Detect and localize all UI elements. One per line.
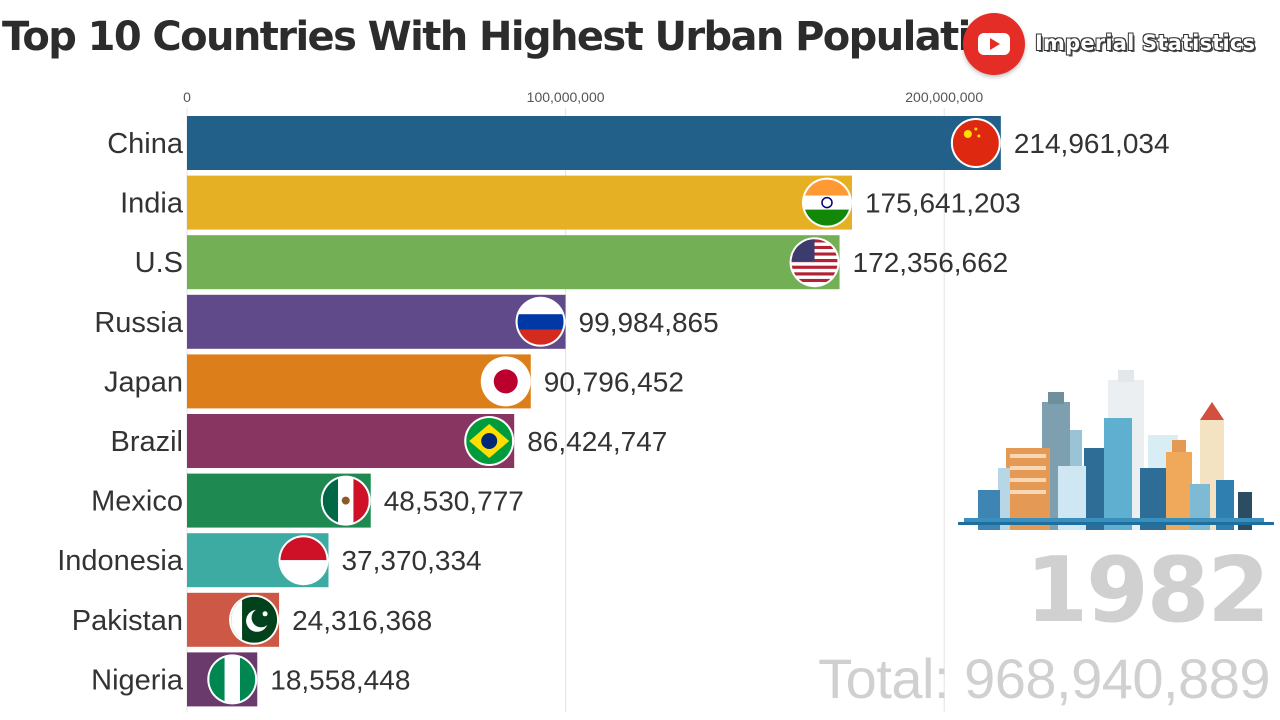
value-label: 18,558,448 xyxy=(270,664,410,695)
bar-russia xyxy=(187,294,566,349)
value-label: 90,796,452 xyxy=(544,366,684,397)
mexico-flag-icon xyxy=(320,475,371,526)
x-tick-label: 0 xyxy=(183,89,191,105)
value-label: 37,370,334 xyxy=(341,545,481,576)
china-flag-icon xyxy=(950,118,1001,168)
total-label: Total: 968,940,889 xyxy=(818,647,1270,710)
value-label: 24,316,368 xyxy=(292,605,432,636)
value-label: 175,641,203 xyxy=(865,188,1021,219)
india-flag-icon xyxy=(801,177,852,228)
usa-flag-icon xyxy=(789,237,840,288)
category-label: Brazil xyxy=(110,426,183,458)
category-label: Indonesia xyxy=(57,545,184,577)
value-label: 48,530,777 xyxy=(384,486,524,517)
category-label: Pakistan xyxy=(72,605,183,637)
category-label: Mexico xyxy=(91,486,183,518)
x-tick-label: 200,000,000 xyxy=(905,89,983,105)
category-label: Japan xyxy=(104,366,183,398)
category-label: Russia xyxy=(94,307,184,339)
value-label: 214,961,034 xyxy=(1014,128,1170,159)
bar-india xyxy=(187,175,852,230)
value-label: 86,424,747 xyxy=(527,426,667,457)
category-label: India xyxy=(120,188,184,220)
value-label: 99,984,865 xyxy=(579,307,719,338)
channel-brand[interactable]: Imperial Statistics xyxy=(963,13,1273,77)
brazil-flag-icon xyxy=(464,416,515,466)
indonesia-flag-icon xyxy=(278,535,329,586)
youtube-icon[interactable] xyxy=(963,13,1025,75)
category-label: China xyxy=(107,128,184,160)
x-tick-label: 100,000,000 xyxy=(527,89,605,105)
bar-china xyxy=(187,116,1001,170)
chart-title: Top 10 Countries With Highest Urban Popu… xyxy=(2,14,1024,60)
bar-brazil xyxy=(187,414,515,468)
japan-flag-icon xyxy=(480,356,531,407)
nigeria-flag-icon xyxy=(207,654,258,705)
category-label: U.S xyxy=(135,247,183,279)
channel-name: Imperial Statistics xyxy=(1035,31,1256,55)
pakistan-flag-icon xyxy=(229,594,280,645)
russia-flag-icon xyxy=(515,296,566,347)
city-skyline-illustration xyxy=(958,370,1274,530)
value-label: 172,356,662 xyxy=(853,247,1009,278)
bar-japan xyxy=(187,354,531,409)
bar-us xyxy=(187,235,840,290)
year-label: 1982 xyxy=(1025,538,1270,643)
category-label: Nigeria xyxy=(91,664,184,696)
